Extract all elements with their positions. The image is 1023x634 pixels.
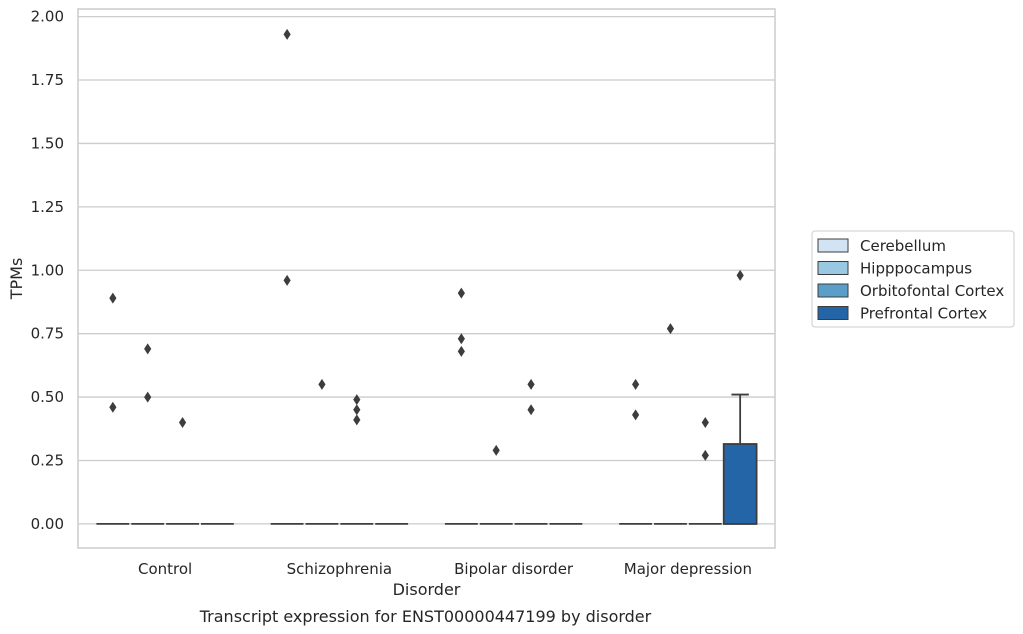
y-tick-labels: 0.00 0.25 0.50 0.75 1.00 1.25 1.50 1.75 2.00 <box>31 8 64 533</box>
box-hipppocampus <box>654 323 687 525</box>
box-iqr <box>722 443 758 525</box>
legend-swatch <box>817 306 849 320</box>
x-tick-label: Control <box>138 560 192 578</box>
box-hipppocampus <box>305 378 339 525</box>
y-tick-label: 1.50 <box>31 134 64 152</box>
x-tick-labels: Control Schizophrenia Bipolar disorder Majo… <box>138 560 752 578</box>
box-layer <box>96 28 758 525</box>
y-tick-label: 0.25 <box>31 451 64 469</box>
y-tick-label: 1.00 <box>31 261 64 279</box>
outlier-point <box>701 449 709 461</box>
y-axis-title: TPMs <box>7 258 26 301</box>
y-tick-label: 1.75 <box>31 71 64 89</box>
x-tick-label: Schizophrenia <box>287 560 392 578</box>
box-hipppocampus <box>131 343 165 525</box>
outlier-point <box>632 409 640 421</box>
box-cerebellum <box>444 287 478 525</box>
legend-label: Hipppocampus <box>860 260 972 278</box>
legend-swatch <box>817 261 849 275</box>
legend-swatch <box>817 238 849 253</box>
chart-title: Transcript expression for ENST0000044719… <box>199 607 652 626</box>
y-tick-label: 0.00 <box>31 515 64 533</box>
outlier-point <box>283 274 291 286</box>
outlier-point <box>457 345 465 357</box>
outlier-point <box>701 416 709 428</box>
legend-swatch <box>817 283 849 298</box>
grid-layer <box>78 15 775 525</box>
y-tick-label: 0.75 <box>31 325 64 343</box>
outlier-point <box>457 333 465 345</box>
outlier-point <box>736 269 744 281</box>
outlier-point <box>666 323 675 335</box>
outlier-point <box>457 287 465 299</box>
legend-label: Cerebellum <box>860 237 946 255</box>
legend-label: Prefrontal Cortex <box>860 305 987 323</box>
y-tick-label: 0.50 <box>31 388 64 406</box>
y-tick-label: 1.25 <box>31 198 64 216</box>
outlier-point <box>144 391 152 403</box>
box-orbitofontal-cortex <box>688 416 722 525</box>
outlier-point <box>527 378 535 390</box>
legend: Cerebellum Hipppocampus Orbitofontal Corte… <box>811 230 1015 328</box>
box-orbitofontal-cortex <box>514 378 548 525</box>
plot-frame <box>77 8 776 549</box>
outlier-point <box>353 404 361 416</box>
outlier-point <box>144 343 152 355</box>
x-tick-label: Major depression <box>624 560 752 578</box>
x-tick-label: Bipolar disorder <box>454 560 574 578</box>
box-cerebellum <box>96 292 130 525</box>
x-axis-title: Disorder <box>393 580 461 599</box>
outlier-point <box>492 444 500 456</box>
outlier-point <box>527 404 535 416</box>
y-tick-label: 2.00 <box>31 8 64 26</box>
outlier-point <box>283 28 291 40</box>
outlier-point <box>632 378 640 390</box>
outlier-point <box>353 414 361 426</box>
legend-label: Orbitofontal Cortex <box>860 282 1004 300</box>
outlier-point <box>178 416 187 428</box>
box-cerebellum <box>270 28 304 525</box>
legend-frame <box>811 230 1015 328</box>
box-orbitofontal-cortex <box>166 416 199 525</box>
outlier-point <box>318 378 326 390</box>
box-hipppocampus <box>479 444 513 525</box>
outlier-point <box>353 394 361 406</box>
box-prefrontal-cortex <box>722 269 758 525</box>
outlier-point <box>109 401 117 413</box>
outlier-point <box>109 292 117 304</box>
box-cerebellum <box>619 378 653 525</box>
box-orbitofontal-cortex <box>340 394 374 525</box>
